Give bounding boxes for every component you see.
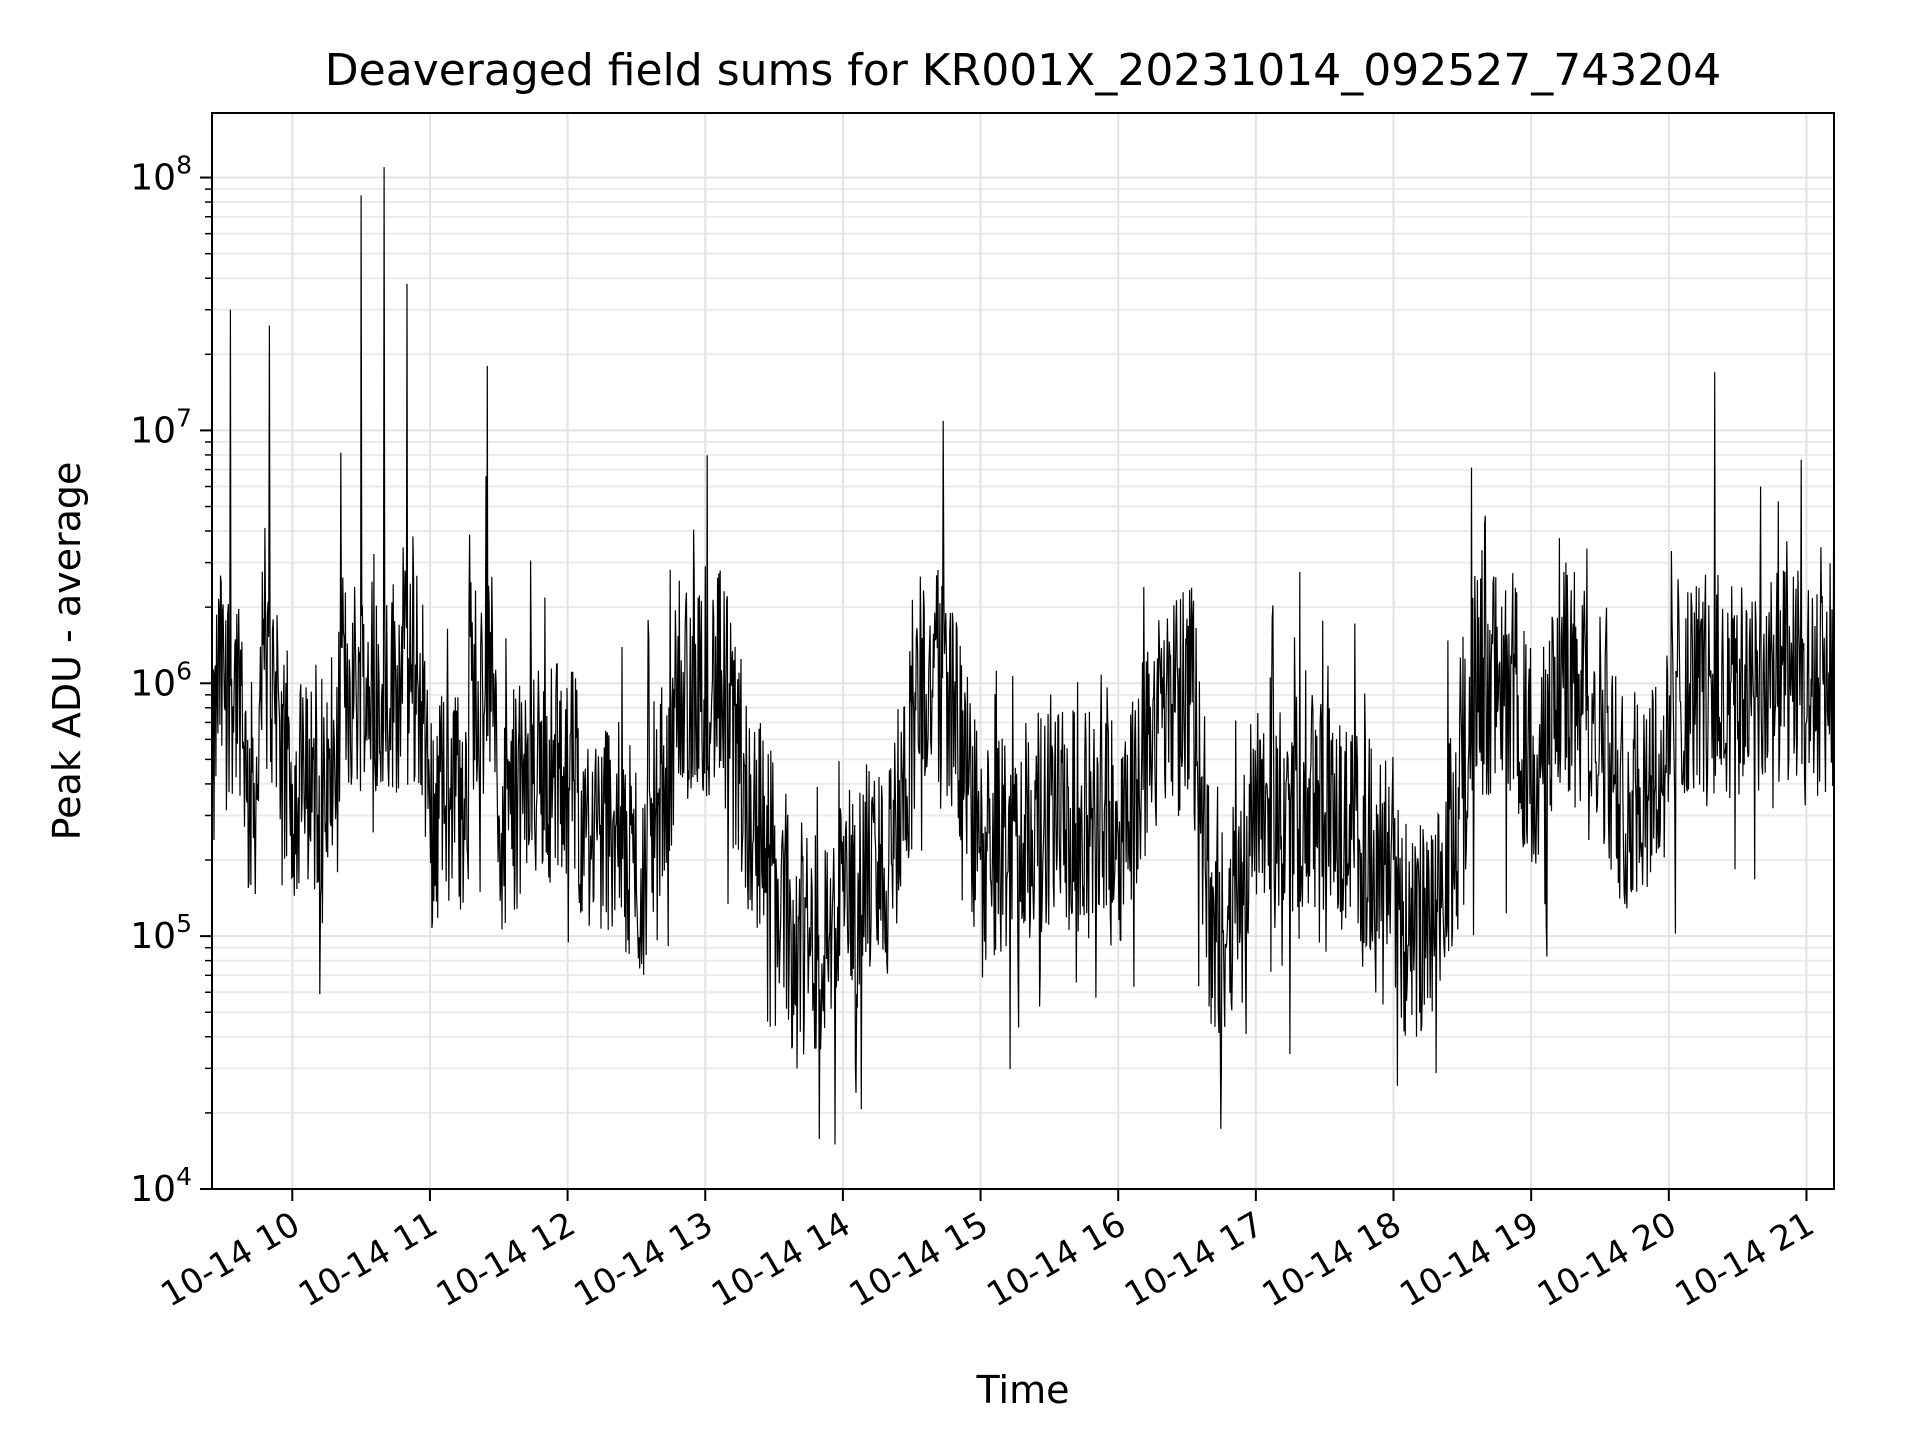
y-tick-label: 107 [130,403,192,451]
y-tick-label: 104 [130,1162,192,1210]
y-tick-label: 106 [130,656,192,704]
y-axis: 104 105 106 107 108 [130,151,212,1210]
plot-frame [211,112,1835,1190]
series-line [211,167,1835,1145]
minor-grid [212,188,1834,1114]
y-tick-label: 105 [130,909,192,957]
y-tick-label: 108 [130,151,192,199]
series-layer [211,167,1835,1145]
x-axis-label: Time [976,1368,1070,1412]
y-axis-label: Peak ADU - average [45,462,89,841]
chart-title: Deaveraged field sums for KR001X_2023101… [325,45,1721,96]
